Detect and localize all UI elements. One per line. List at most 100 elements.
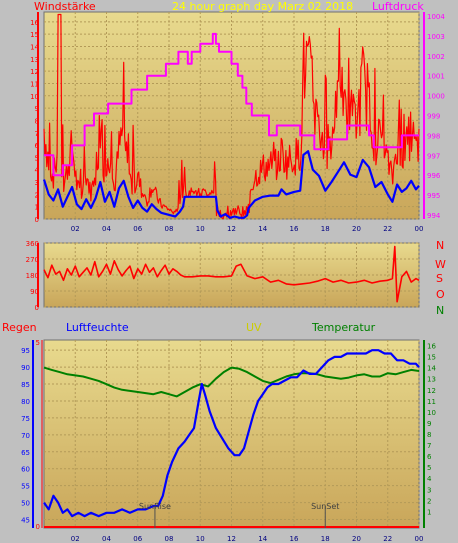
pressure-y-tick-label: 1004 — [427, 13, 445, 21]
wind-plot-area — [43, 11, 420, 220]
wind-x-tick-label: 16 — [290, 225, 299, 233]
wind-axis-title: Windstärke — [34, 0, 96, 13]
wind-x-tick-label: 06 — [133, 225, 142, 233]
humidity-x-tick-label: 22 — [383, 535, 392, 543]
humidity-y-tick-label: 55 — [21, 483, 30, 491]
temperature-y-tick-label: 7 — [427, 442, 431, 450]
wind-x-tick-label: 22 — [383, 225, 392, 233]
humidity-line — [43, 349, 420, 518]
pressure-y-tick-label: 1000 — [427, 93, 445, 101]
winddir-y-tick-label: 0 — [35, 304, 39, 312]
wind-direction-panel: 0 90 180 270 360 N W S O N — [26, 239, 446, 317]
humidity-x-tick-label: 08 — [165, 535, 174, 543]
wind-x-tick-label: 18 — [321, 225, 330, 233]
wind-x-tick-label: 20 — [352, 225, 361, 233]
humidity-x-tick-label: 12 — [227, 535, 236, 543]
rain-y-tick-label: 0 — [36, 523, 40, 531]
temperature-y-tick-label: 3 — [427, 486, 431, 494]
winddir-y-tick-label: 90 — [30, 288, 39, 296]
winddir-y-tick-label: 360 — [26, 240, 39, 248]
temperature-y-tick-label: 5 — [427, 464, 431, 472]
humidity-y-tick-label: 50 — [21, 500, 30, 508]
wind-x-tick-label: 02 — [71, 225, 80, 233]
temperature-line — [43, 366, 420, 398]
sun-marker-label: SunSet — [311, 502, 339, 511]
rain-y-tick-label: 5 — [36, 339, 40, 347]
humidity-x-tick-label: 18 — [321, 535, 330, 543]
pressure-y-tick-label: 998 — [427, 132, 440, 140]
humidity-x-tick-label: 04 — [102, 535, 111, 543]
temperature-y-tick-label: 14 — [427, 365, 436, 373]
pressure-y-tick-label: 996 — [427, 172, 441, 180]
temperature-y-tick-label: 16 — [427, 343, 436, 351]
dir-label-o: O — [436, 288, 445, 301]
humidity-y-tick-label: 95 — [21, 347, 30, 355]
gust-line — [43, 13, 420, 220]
temperature-y-tick-label: 9 — [427, 420, 431, 428]
humidity-y-tick-label: 80 — [21, 398, 30, 406]
pressure-y-tick-label: 1001 — [427, 73, 445, 81]
temperature-y-tick-label: 10 — [427, 409, 436, 417]
humidity-y-tick-label: 45 — [21, 517, 30, 525]
pressure-y-tick-label: 999 — [427, 113, 440, 121]
winddir-y-tick-label: 270 — [26, 256, 39, 264]
dir-label-s: S — [436, 272, 443, 285]
winddir-grid — [44, 242, 420, 308]
humidity-y-tick-label: 70 — [21, 432, 30, 440]
wind-x-tick-label: 12 — [227, 225, 236, 233]
wind-x-tick-label: 10 — [196, 225, 205, 233]
wind-y-tick-label: 12 — [30, 68, 39, 76]
humidity-y-tick-label: 75 — [21, 415, 30, 423]
wind-y-tick-label: 7 — [35, 130, 39, 138]
sun-marker-label: SunRise — [139, 502, 171, 511]
humidity-series — [43, 349, 420, 528]
wind-y-tick-label: 13 — [30, 56, 39, 64]
dir-label-n-bottom: N — [436, 304, 444, 317]
pressure-y-tick-label: 994 — [427, 212, 441, 220]
humidity-x-tick-label: 20 — [352, 535, 361, 543]
wind-y-tick-label: 14 — [30, 44, 39, 52]
winddir-series — [43, 245, 420, 303]
temperature-y-tick-label: 6 — [427, 453, 432, 461]
wind-x-tick-label: 00 — [415, 225, 424, 233]
humidity-y-tick-label: 85 — [21, 381, 30, 389]
humidity-x-tick-label: 06 — [133, 535, 142, 543]
humidity-axis-title: Luftfeuchte — [66, 321, 129, 334]
pressure-line — [44, 32, 419, 177]
dir-label-w: W — [435, 258, 446, 271]
rain-axis-title: Regen — [2, 321, 37, 334]
wind-y-tick-label: 5 — [35, 154, 39, 162]
wind-y-tick-label: 16 — [30, 19, 39, 27]
wind-y-tick-label: 2 — [35, 191, 39, 199]
uv-axis-title: UV — [246, 321, 262, 334]
humidity-y-tick-label: 90 — [21, 364, 30, 372]
wind-y-tick-label: 8 — [35, 117, 39, 125]
wind-x-tick-label: 04 — [102, 225, 111, 233]
humidity-x-tick-label: 16 — [290, 535, 299, 543]
humidity-x-tick-label: 00 — [415, 535, 424, 543]
avg-wind-line — [42, 150, 420, 219]
temperature-y-tick-label: 1 — [427, 508, 431, 516]
temperature-y-tick-label: 2 — [427, 497, 431, 505]
pressure-y-tick-label: 1002 — [427, 53, 445, 61]
wind-x-axis: 02 04 06 08 10 12 14 16 18 20 22 00 — [71, 225, 424, 233]
humidity-y-tick-label: 65 — [21, 449, 30, 457]
pressure-y-tick-label: 997 — [427, 152, 440, 160]
wind-series — [42, 13, 420, 220]
humidity-x-tick-label: 14 — [258, 535, 267, 543]
humidity-y-axis: 45 50 55 60 65 70 75 80 85 90 95 0 5 — [21, 339, 43, 531]
dir-label-n-top: N — [436, 239, 444, 252]
wind-x-tick-label: 14 — [258, 225, 267, 233]
wind-y-tick-label: 1 — [35, 204, 39, 212]
wind-y-tick-label: 10 — [30, 93, 39, 101]
pressure-y-tick-label: 995 — [427, 192, 440, 200]
humidity-x-tick-label: 10 — [196, 535, 205, 543]
wind-x-tick-label: 08 — [165, 225, 174, 233]
wind-y-tick-label: 3 — [35, 179, 39, 187]
wind-y-tick-label: 0 — [35, 216, 39, 224]
